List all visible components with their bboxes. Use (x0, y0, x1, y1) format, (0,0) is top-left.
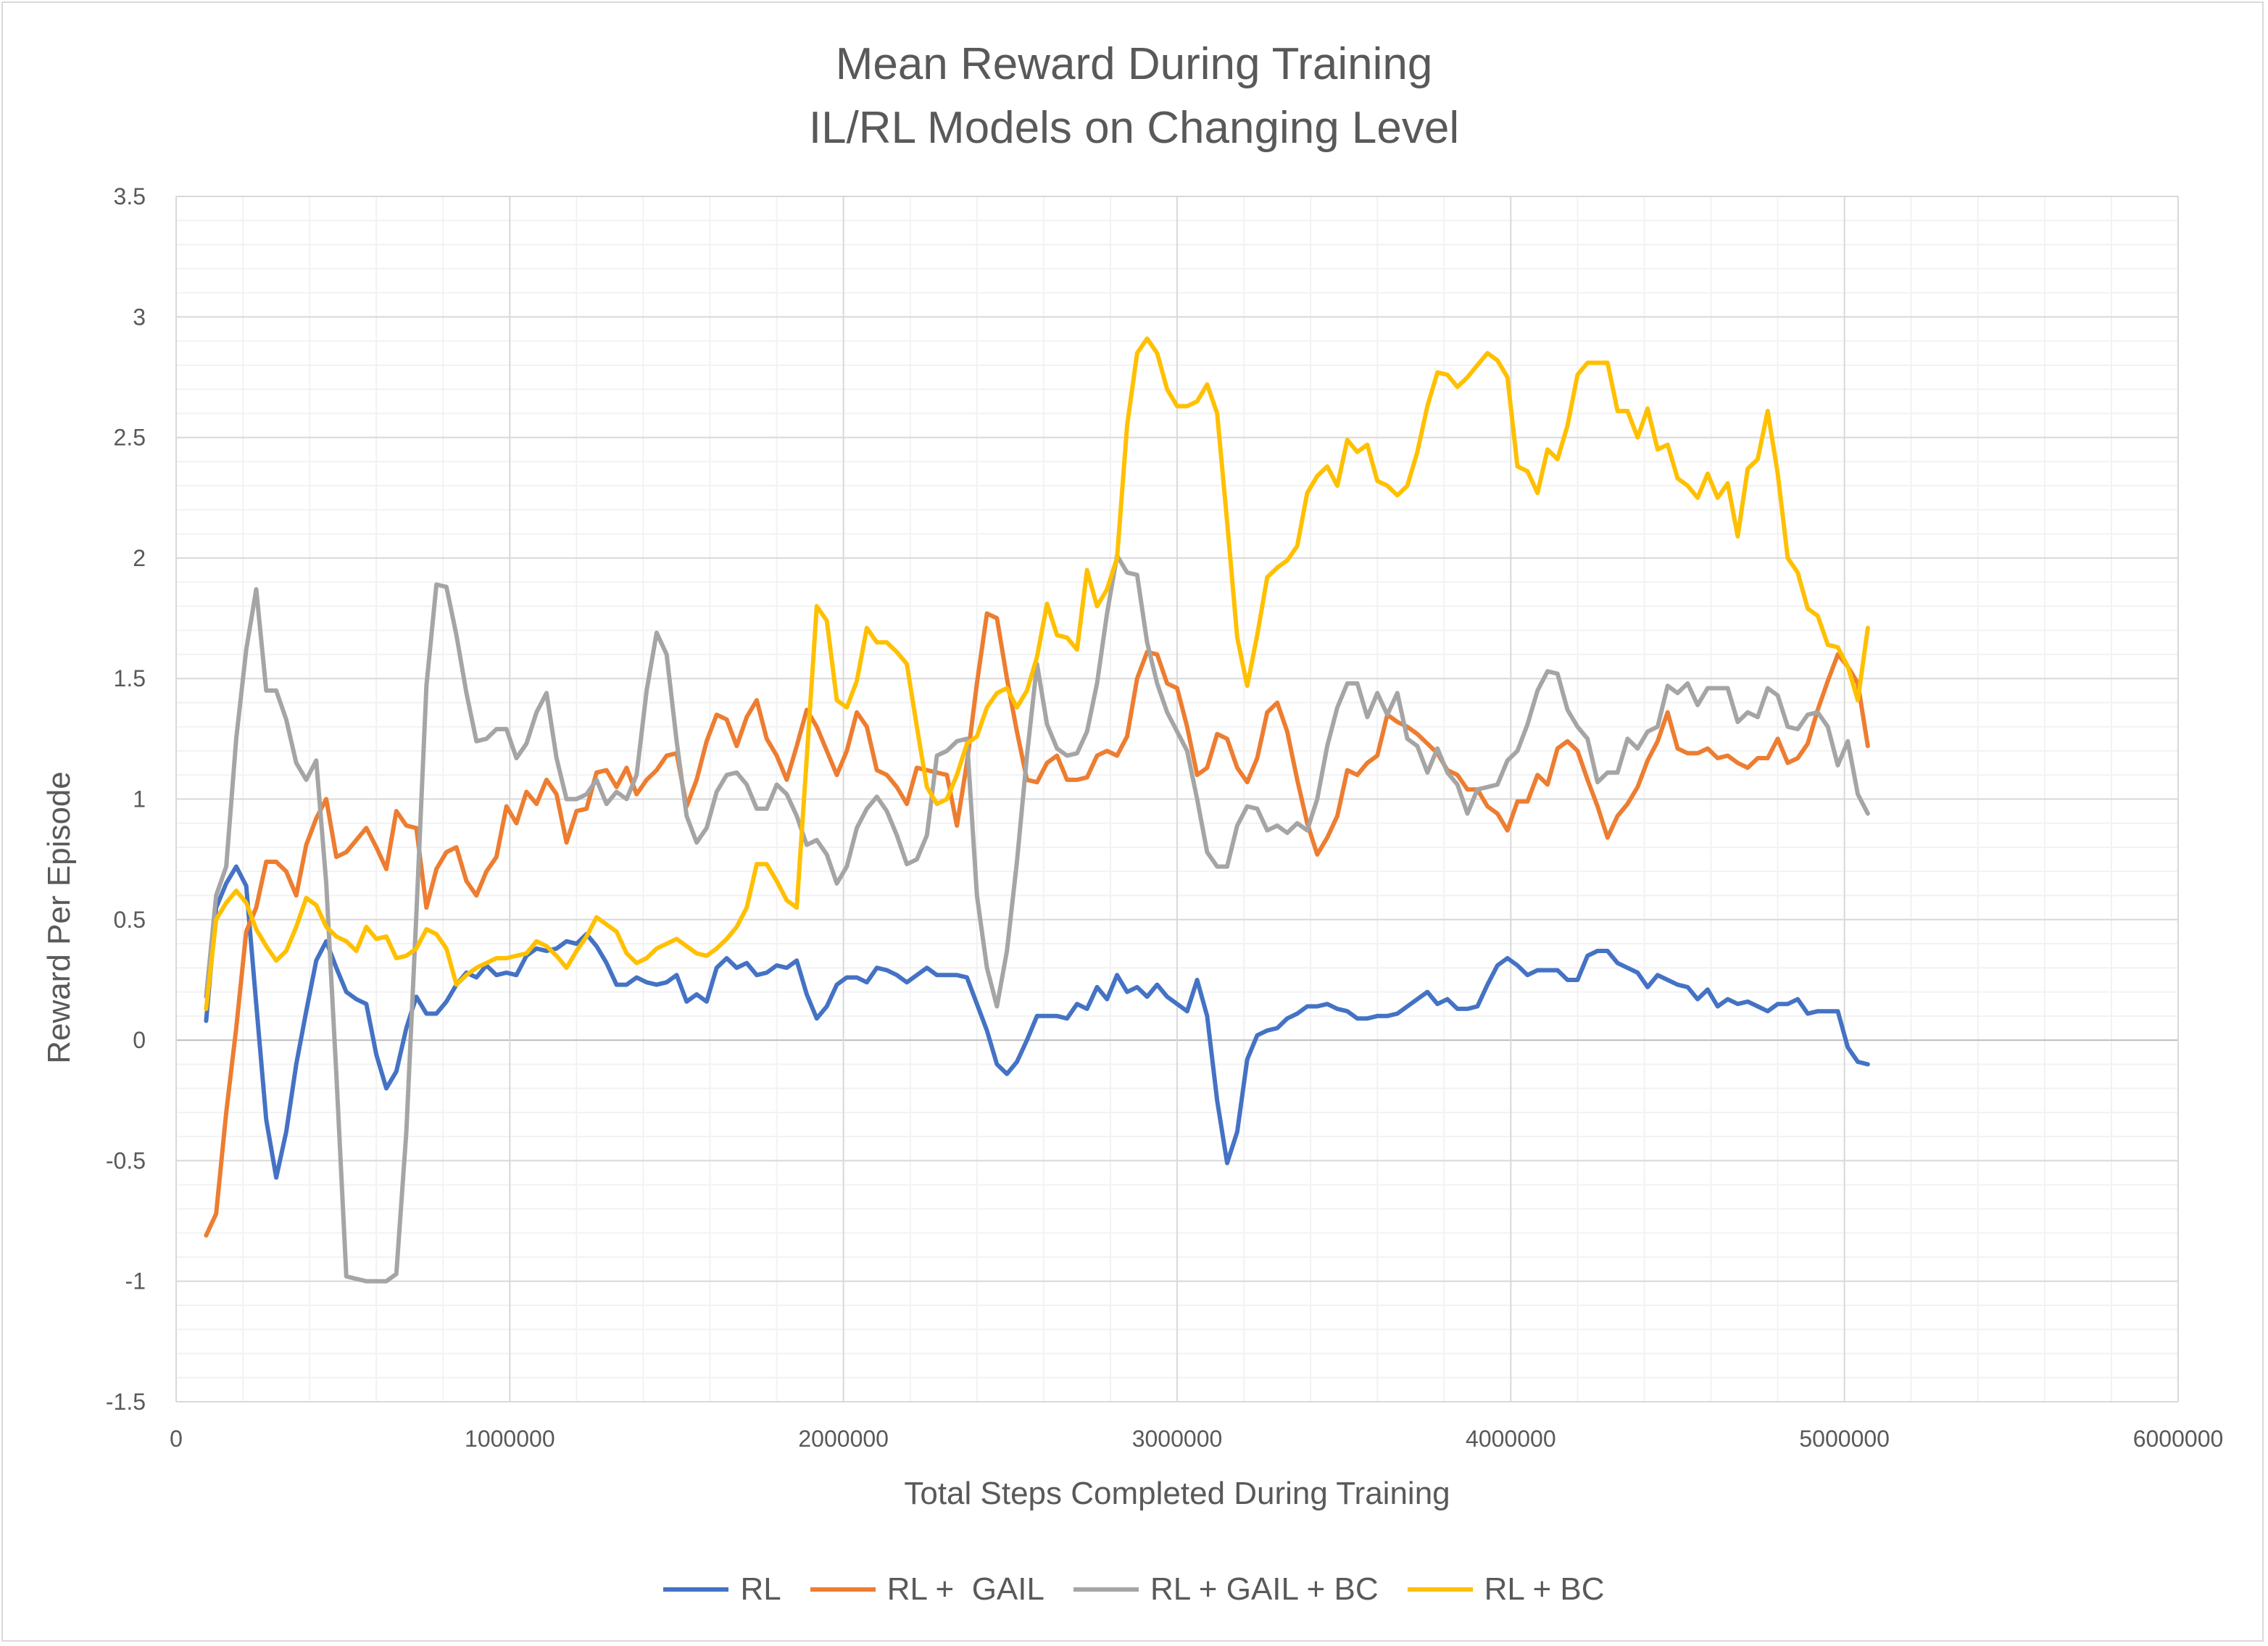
x-tick-label: 5000000 (1799, 1426, 1890, 1452)
series-line-1 (204, 864, 1870, 1180)
x-tick-label: 6000000 (2133, 1426, 2224, 1452)
x-tick-label: 2000000 (798, 1426, 889, 1452)
series-lines (204, 336, 1870, 1284)
x-tick-label: 3000000 (1132, 1426, 1223, 1452)
y-tick-label: 1 (133, 786, 146, 812)
legend-swatch (810, 1587, 876, 1592)
y-tick-label: -1.5 (106, 1389, 146, 1415)
legend-label: RL + GAIL (886, 1571, 1044, 1607)
y-tick-label: 2 (133, 545, 146, 571)
series-line-2 (204, 611, 1870, 1238)
y-tick-label: 3.5 (114, 183, 146, 209)
x-tick-label: 4000000 (1466, 1426, 1556, 1452)
y-tick-label: 3 (133, 304, 146, 330)
legend-label: RL + GAIL + BC (1150, 1571, 1379, 1607)
series-line-4 (204, 336, 1870, 1011)
y-axis-title: Reward Per Episode (41, 771, 77, 1064)
x-tick-labels: 0 1000000 2000000 3000000 4000000 5000000 6000… (170, 1426, 2223, 1452)
legend-item: RL + GAIL (810, 1571, 1044, 1608)
y-tick-label: -1 (125, 1268, 146, 1294)
legend-label: RL + BC (1484, 1571, 1605, 1607)
y-tick-label: 0 (133, 1027, 146, 1053)
x-tick-label: 0 (170, 1426, 183, 1452)
legend-item: RL + GAIL + BC (1073, 1571, 1379, 1608)
legend-label: RL (740, 1571, 781, 1607)
y-tick-label: 1.5 (114, 665, 146, 691)
legend-swatch (1073, 1587, 1139, 1592)
chart-subtitle: IL/RL Models on Changing Level (808, 103, 1460, 153)
legend-item: RL (663, 1571, 781, 1608)
y-tick-label: 0.5 (114, 907, 146, 933)
major-gridlines (175, 196, 2179, 1402)
chart-title: Mean Reward During Training (835, 39, 1433, 89)
y-tick-label: 2.5 (114, 425, 146, 451)
y-tick-labels: -1.5 -1 -0.5 0 0.5 1 1.5 2 2.5 3 3.5 (106, 183, 146, 1415)
legend-swatch (663, 1587, 729, 1592)
legend-item: RL + BC (1407, 1571, 1605, 1608)
legend-swatch (1407, 1587, 1473, 1592)
x-axis-title: Total Steps Completed During Training (904, 1476, 1450, 1511)
chart-legend: RL RL + GAIL RL + GAIL + BC RL + BC (0, 1571, 2268, 1608)
x-tick-label: 1000000 (465, 1426, 555, 1452)
y-tick-label: -0.5 (106, 1147, 146, 1173)
